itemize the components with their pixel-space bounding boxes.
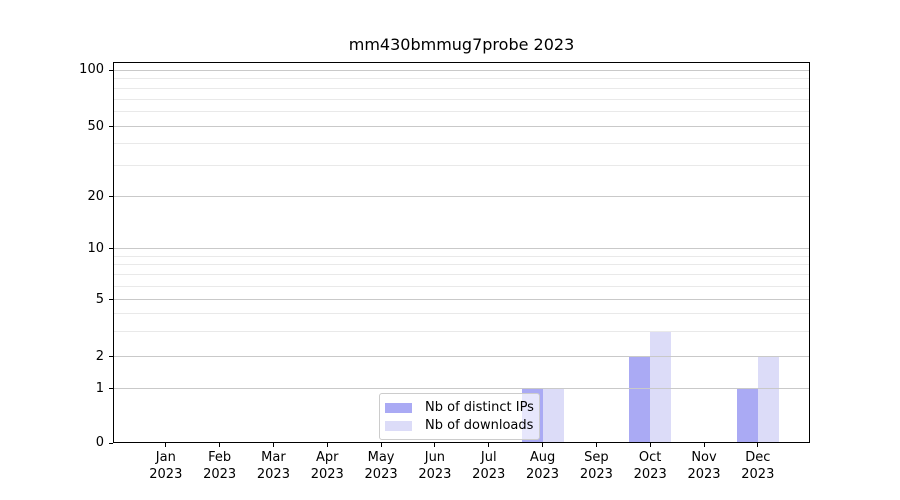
y-tick-label: 2 bbox=[95, 348, 104, 364]
minor-gridline bbox=[113, 312, 810, 314]
major-gridline bbox=[113, 356, 810, 357]
x-tick bbox=[488, 443, 490, 447]
legend-item-downloads: Nb of downloads bbox=[385, 417, 539, 433]
y-tick bbox=[109, 388, 113, 389]
minor-gridline bbox=[113, 285, 810, 287]
y-tick bbox=[109, 248, 113, 249]
y-tick bbox=[109, 69, 113, 71]
legend-item-distinct-ips: Nb of distinct IPs bbox=[385, 399, 539, 415]
x-tick bbox=[272, 443, 274, 447]
minor-gridline bbox=[113, 87, 810, 89]
bar-distinct-ips-oct bbox=[629, 356, 651, 443]
major-gridline bbox=[113, 196, 810, 197]
y-tick-label: 5 bbox=[95, 291, 104, 307]
bar-downloads-oct bbox=[650, 331, 672, 443]
x-tick bbox=[219, 443, 221, 447]
minor-gridline bbox=[113, 98, 810, 100]
y-tick bbox=[109, 299, 113, 300]
minor-gridline bbox=[113, 274, 810, 276]
x-tick-label: Sep 2023 bbox=[579, 450, 613, 482]
minor-gridline bbox=[113, 330, 810, 332]
y-tick-label: 50 bbox=[87, 118, 104, 134]
x-tick-label: May 2023 bbox=[364, 450, 398, 482]
y-tick-label: 0 bbox=[95, 435, 104, 450]
bar-distinct-ips-dec bbox=[736, 388, 758, 443]
major-gridline bbox=[113, 388, 810, 389]
y-tick bbox=[109, 196, 113, 197]
y-tick-label: 20 bbox=[87, 188, 104, 204]
x-tick-label: Apr 2023 bbox=[310, 450, 344, 482]
minor-gridline bbox=[113, 255, 810, 257]
plot-area-border bbox=[113, 62, 810, 443]
x-tick-label: Dec 2023 bbox=[741, 450, 775, 482]
minor-gridline bbox=[113, 165, 810, 167]
major-gridline bbox=[113, 299, 810, 300]
y-tick bbox=[109, 356, 113, 357]
legend-swatch-downloads bbox=[385, 420, 412, 431]
x-tick-label: Feb 2023 bbox=[203, 450, 237, 482]
major-gridline bbox=[113, 69, 810, 71]
y-tick bbox=[109, 442, 113, 444]
x-tick bbox=[380, 443, 382, 447]
minor-gridline bbox=[113, 264, 810, 266]
legend-swatch-distinct-ips bbox=[385, 402, 412, 413]
x-tick bbox=[595, 443, 597, 447]
bar-downloads-aug bbox=[542, 388, 564, 443]
x-tick bbox=[757, 443, 759, 447]
legend: Nb of distinct IPs Nb of downloads bbox=[379, 393, 540, 440]
x-tick-label: Aug 2023 bbox=[525, 450, 560, 482]
bar-downloads-dec bbox=[757, 356, 779, 443]
y-tick bbox=[109, 126, 113, 127]
y-tick-label: 1 bbox=[95, 380, 104, 396]
legend-label-distinct-ips: Nb of distinct IPs bbox=[425, 399, 534, 415]
major-gridline bbox=[113, 126, 810, 127]
x-tick-label: Mar 2023 bbox=[256, 450, 290, 482]
chart-title: mm430bmmug7probe 2023 bbox=[348, 35, 575, 54]
x-tick bbox=[326, 443, 328, 447]
minor-gridline bbox=[113, 143, 810, 145]
x-tick bbox=[542, 443, 544, 447]
legend-label-downloads: Nb of downloads bbox=[425, 417, 534, 433]
minor-gridline bbox=[113, 78, 810, 80]
major-gridline bbox=[113, 248, 810, 249]
x-tick-label: Nov 2023 bbox=[687, 450, 721, 482]
y-tick-label: 10 bbox=[87, 240, 104, 256]
x-tick bbox=[703, 443, 705, 447]
x-tick-label: Oct 2023 bbox=[633, 450, 667, 482]
x-tick bbox=[649, 443, 651, 447]
x-tick-label: Jun 2023 bbox=[418, 450, 452, 482]
x-tick-label: Jul 2023 bbox=[472, 450, 506, 482]
x-tick bbox=[165, 443, 167, 447]
minor-gridline bbox=[113, 111, 810, 113]
x-tick bbox=[434, 443, 436, 447]
y-tick-label: 100 bbox=[79, 62, 104, 77]
x-tick-label: Jan 2023 bbox=[149, 450, 183, 482]
